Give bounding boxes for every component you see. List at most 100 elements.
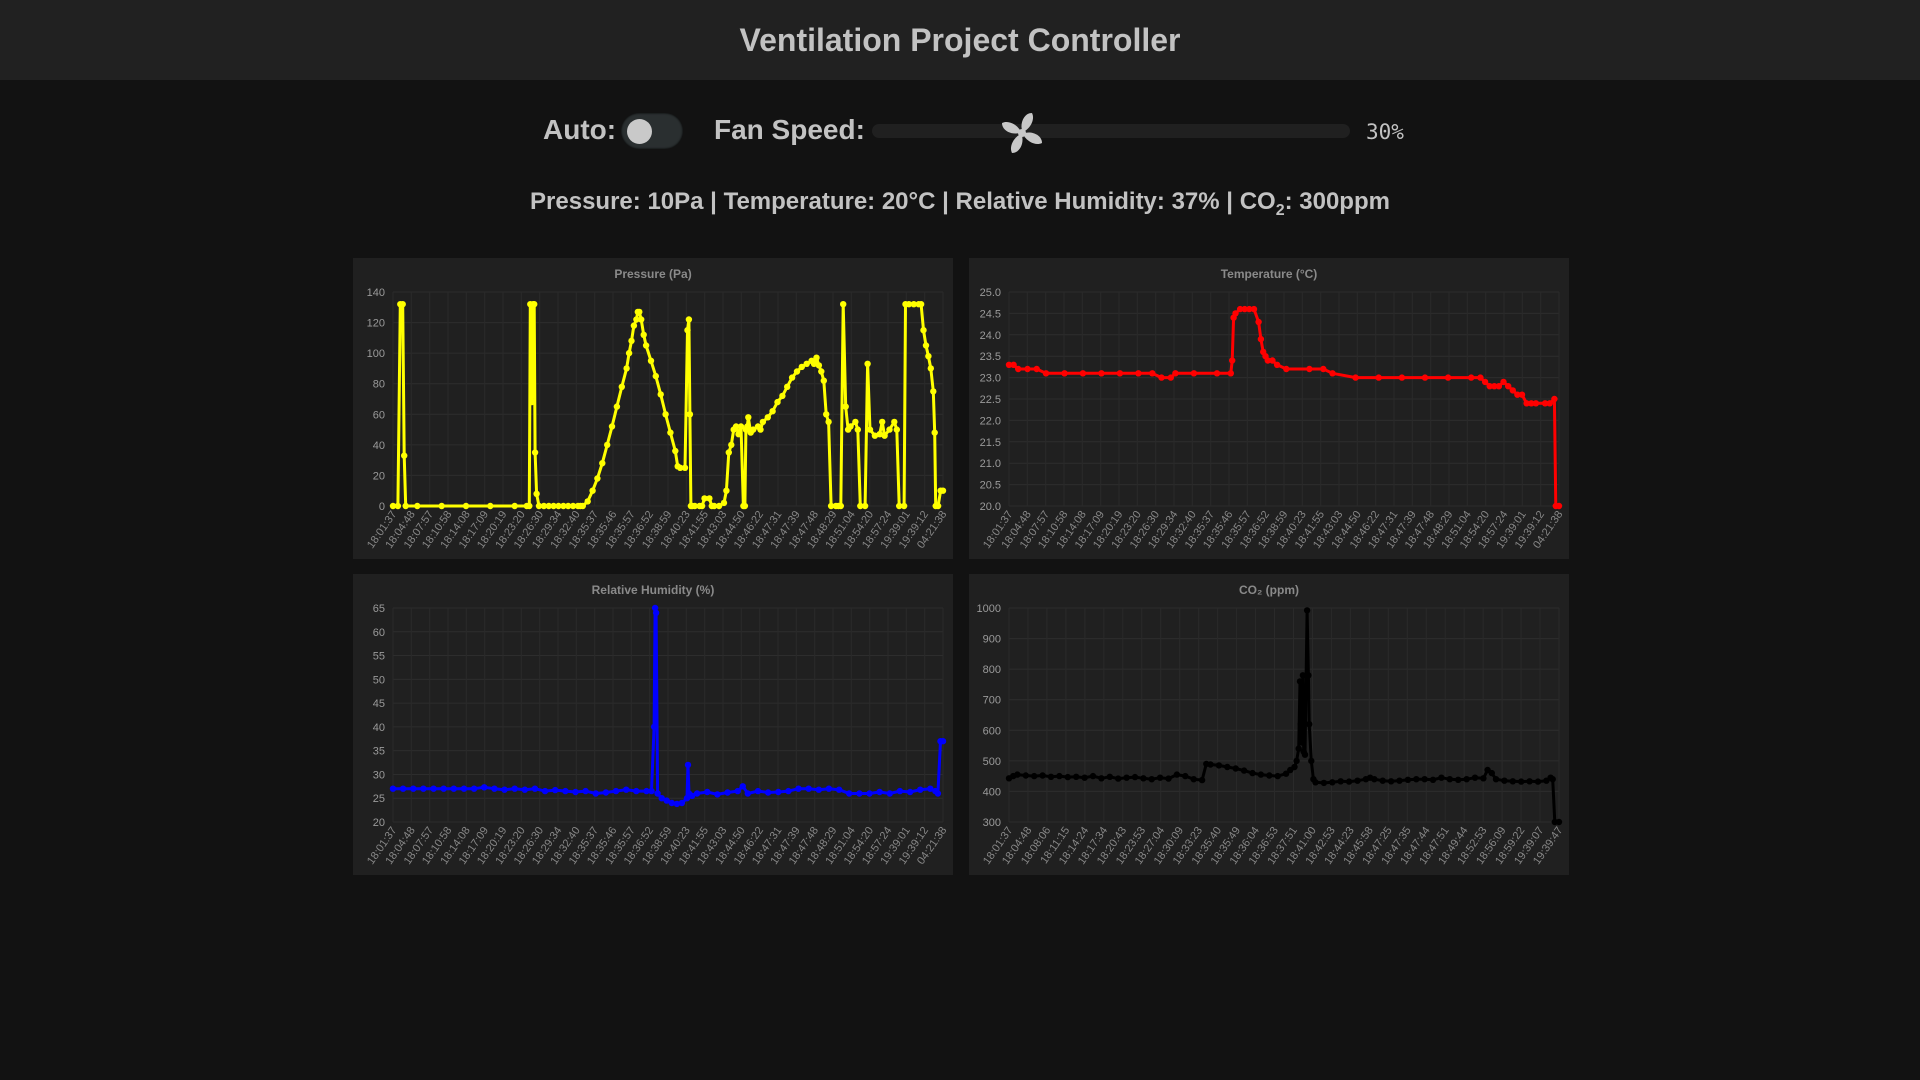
y-tick-label: 20 bbox=[373, 817, 385, 829]
co2-data-point bbox=[1257, 771, 1265, 778]
temperature-data-point bbox=[1190, 370, 1198, 377]
pressure-data-point bbox=[871, 432, 879, 439]
humidity-data-point bbox=[688, 792, 696, 799]
co2-chart-svg: CO₂ (ppm)300400500600700800900100018:01:… bbox=[977, 583, 1566, 867]
pressure-data-point bbox=[745, 414, 752, 421]
temperature-data-point bbox=[1079, 370, 1087, 377]
humidity-data-point bbox=[654, 790, 661, 797]
fan-speed-slider[interactable] bbox=[872, 124, 1350, 138]
pressure-data-point bbox=[854, 426, 861, 433]
pressure-data-point bbox=[857, 502, 864, 510]
pressure-data-point bbox=[487, 502, 494, 510]
temperature-data-point bbox=[1468, 374, 1475, 381]
fan-speed-label: Fan Speed: bbox=[714, 114, 865, 145]
pressure-data-point bbox=[788, 374, 796, 381]
controls-bar: Auto: Fan Speed: 30% bbox=[0, 110, 1920, 153]
humidity-data-point bbox=[896, 787, 904, 795]
temperature-data-point bbox=[1481, 378, 1489, 386]
humidity-data-point bbox=[420, 785, 427, 792]
humidity-data-point bbox=[724, 789, 731, 796]
co2-data-point bbox=[1249, 769, 1256, 777]
temperature-data-point bbox=[1551, 395, 1558, 403]
humidity-data-point bbox=[764, 789, 772, 796]
temperature-data-point bbox=[1232, 310, 1239, 317]
humidity-data-point bbox=[805, 785, 812, 792]
pressure-data-point bbox=[779, 392, 786, 400]
co2-data-point bbox=[1073, 773, 1080, 780]
auto-toggle[interactable] bbox=[621, 113, 683, 149]
co2-data-point bbox=[1501, 777, 1508, 784]
humidity-data-point bbox=[511, 785, 518, 792]
co2-data-point bbox=[1106, 773, 1113, 780]
co2-data-point bbox=[1232, 765, 1239, 772]
pressure-data-point bbox=[667, 429, 674, 436]
co2-data-point bbox=[1299, 672, 1307, 679]
co2-data-point bbox=[1165, 775, 1172, 782]
pressure-data-point bbox=[823, 411, 830, 418]
humidity-data-point bbox=[917, 786, 924, 793]
humidity-data-point bbox=[739, 783, 746, 790]
pressure-data-point bbox=[565, 502, 572, 510]
pressure-data-point bbox=[613, 403, 621, 410]
pressure-chart: Pressure (Pa) 0 20 40 60 80 100 120 140 18:01:37 1… bbox=[353, 258, 953, 559]
humidity-data-point bbox=[927, 785, 934, 792]
co2-data-point bbox=[1455, 776, 1462, 783]
humidity-data-point bbox=[906, 788, 914, 796]
humidity-data-point bbox=[744, 790, 751, 797]
co2-data-point bbox=[1207, 761, 1214, 768]
y-tick-label: 30 bbox=[373, 769, 385, 781]
pressure-data-point bbox=[934, 502, 942, 510]
pressure-data-point bbox=[784, 383, 791, 390]
humidity-data-point bbox=[481, 784, 488, 791]
humidity-data-point bbox=[704, 788, 711, 796]
pressure-data-point bbox=[636, 308, 643, 316]
chart-title: Relative Humidity (%) bbox=[592, 583, 715, 597]
temperature-data-point bbox=[1246, 305, 1253, 313]
humidity-data-point bbox=[399, 785, 407, 792]
auto-toggle-knob[interactable] bbox=[627, 119, 652, 144]
co2-data-point bbox=[1291, 763, 1298, 771]
chart-title: Pressure (Pa) bbox=[614, 267, 691, 281]
humidity-data-point bbox=[650, 723, 658, 731]
pressure-data-point bbox=[818, 368, 825, 375]
pressure-data-point bbox=[930, 388, 937, 395]
y-tick-label: 100 bbox=[367, 348, 385, 360]
y-tick-label: 45 bbox=[373, 698, 385, 710]
temperature-data-point bbox=[1523, 400, 1530, 407]
co2-data-point bbox=[1224, 763, 1231, 771]
pressure-data-point bbox=[810, 360, 818, 367]
pressure-data-point bbox=[462, 502, 470, 510]
co2-data-point bbox=[1379, 777, 1386, 784]
pressure-data-point bbox=[672, 447, 679, 455]
pressure-data-point bbox=[757, 426, 764, 433]
pressure-data-point bbox=[893, 426, 900, 433]
humidity-data-point bbox=[582, 787, 589, 795]
co2-data-point bbox=[1182, 772, 1189, 780]
co2-data-point bbox=[1089, 772, 1097, 780]
y-tick-label: 900 bbox=[983, 634, 1001, 646]
humidity-data-point bbox=[846, 790, 853, 797]
co2-data-point bbox=[1014, 771, 1021, 778]
fan-icon[interactable] bbox=[999, 110, 1045, 156]
humidity-data-point bbox=[643, 787, 650, 795]
co2-data-point bbox=[1056, 772, 1063, 780]
humidity-data-point bbox=[602, 789, 610, 796]
co2-data-point bbox=[1240, 767, 1248, 774]
humidity-data-point bbox=[734, 787, 741, 795]
co2-data-point bbox=[1509, 778, 1516, 785]
temperature-data-point bbox=[1042, 370, 1050, 377]
pressure-data-point bbox=[414, 502, 421, 510]
humidity-data-point bbox=[785, 787, 792, 795]
co2-data-point bbox=[1266, 772, 1273, 779]
pressure-data-point bbox=[852, 418, 859, 426]
co2-data-point bbox=[1371, 776, 1378, 783]
temperature-data-point bbox=[1033, 365, 1040, 373]
pressure-data-point bbox=[741, 502, 749, 510]
pressure-data-point bbox=[684, 327, 691, 334]
co2-data-point bbox=[1421, 776, 1428, 783]
co2-data-point bbox=[1345, 778, 1353, 785]
pressure-data-point bbox=[579, 502, 586, 510]
temperature-data-point bbox=[1213, 370, 1221, 377]
pressure-data-point bbox=[750, 426, 757, 433]
pressure-data-point bbox=[685, 316, 693, 323]
